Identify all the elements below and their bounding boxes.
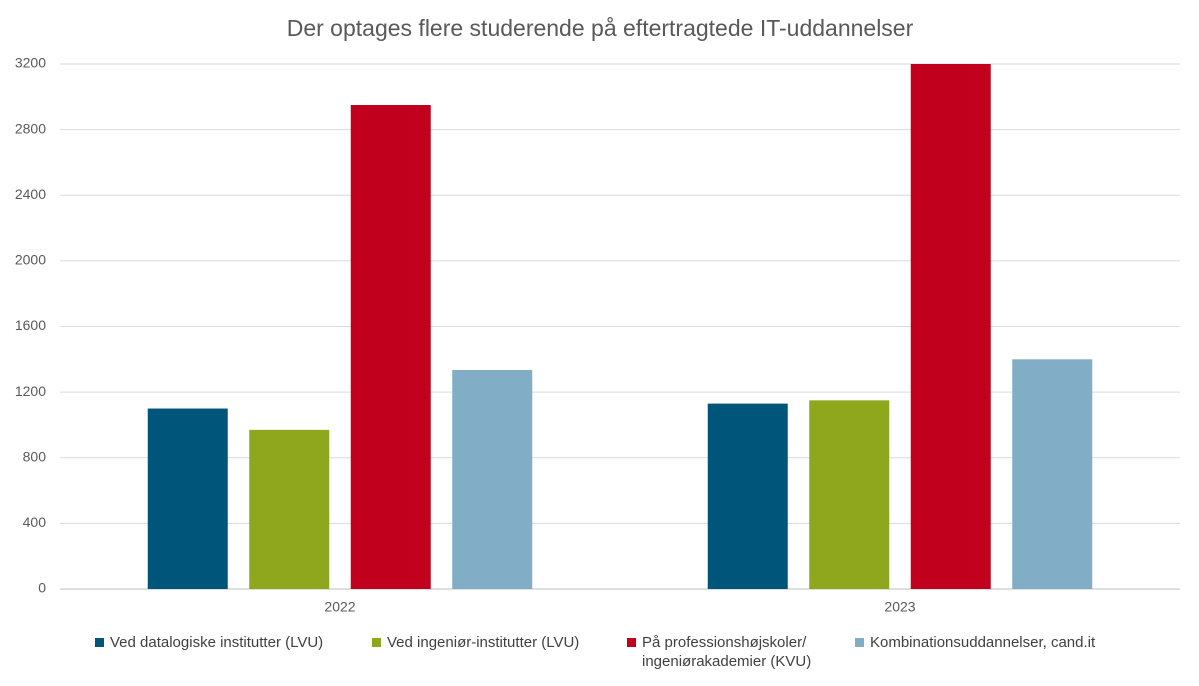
chart: Der optages flere studerende på eftertra… [15, 15, 1180, 615]
legend-item: Kombinationsuddannelser, cand.it [855, 633, 1155, 652]
bar [350, 105, 431, 589]
legend-item: Ved datalogiske institutter (LVU) [95, 633, 365, 652]
bar [452, 369, 533, 589]
bar [809, 400, 890, 589]
y-tick-label: 1200 [15, 383, 46, 399]
bar [147, 408, 228, 589]
y-tick-label: 3200 [15, 55, 46, 71]
legend-swatch [372, 638, 381, 647]
y-tick-label: 0 [38, 580, 46, 596]
legend-item: På professionshøjskoler/ ingeniørakademi… [627, 633, 827, 671]
bar [707, 403, 788, 589]
y-tick-label: 2000 [15, 252, 46, 268]
legend-label: På professionshøjskoler/ ingeniørakademi… [642, 634, 812, 670]
y-tick-label: 2400 [15, 186, 46, 202]
x-tick-label: 2022 [324, 599, 355, 615]
bar [1012, 359, 1093, 589]
chart-title: Der optages flere studerende på eftertra… [287, 15, 914, 41]
legend-item: Ved ingeniør-institutter (LVU) [372, 633, 622, 652]
bar [910, 64, 991, 589]
x-tick-label: 2023 [884, 599, 915, 615]
legend-swatch [855, 638, 864, 647]
legend-label: Ved ingeniør-institutter (LVU) [387, 634, 580, 651]
legend-label: Ved datalogiske institutter (LVU) [110, 634, 324, 651]
legend-swatch [627, 638, 636, 647]
y-tick-label: 800 [23, 448, 47, 464]
y-tick-label: 1600 [15, 317, 46, 333]
legend-label: Kombinationsuddannelser, cand.it [870, 634, 1096, 651]
bar [249, 429, 330, 589]
y-tick-label: 400 [23, 514, 47, 530]
legend-swatch [95, 638, 104, 647]
y-tick-label: 2800 [15, 120, 46, 136]
